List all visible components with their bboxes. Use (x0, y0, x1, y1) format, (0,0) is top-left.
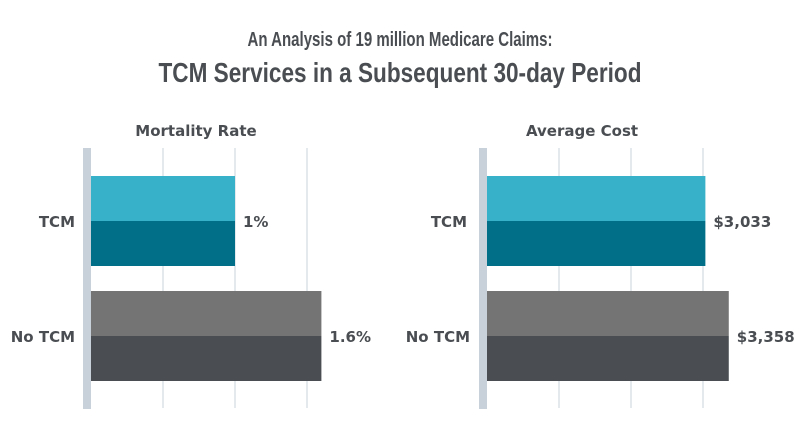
category-label-tcm: TCM (431, 213, 467, 231)
bar-no-tcm-bottom (487, 336, 729, 381)
data-label-tcm: 1% (243, 213, 268, 231)
bar-tcm-bottom (487, 221, 706, 266)
bar-tcm-top (487, 176, 706, 221)
data-label-no-tcm: 1.6% (329, 328, 371, 346)
bar-no-tcm-top (487, 291, 729, 336)
chart-title: Average Cost (526, 122, 638, 140)
y-axis-bar (479, 148, 487, 409)
bar-tcm-top (91, 176, 235, 221)
bar-no-tcm-bottom (91, 336, 322, 381)
title-line-2: TCM Services in a Subsequent 30-day Peri… (159, 57, 642, 88)
average-cost-chart: Average Cost TCM No TCM $3,033 $3,358 (406, 122, 795, 409)
grid-and-bars (479, 148, 729, 409)
chart-title: Mortality Rate (135, 122, 256, 140)
data-label-no-tcm: $3,358 (737, 328, 795, 346)
y-axis-bar (83, 148, 91, 409)
bar-tcm-bottom (91, 221, 235, 266)
category-label-tcm: TCM (39, 213, 75, 231)
category-label-no-tcm: No TCM (11, 328, 75, 346)
grid-and-bars (83, 148, 322, 409)
title-line-1: An Analysis of 19 million Medicare Claim… (248, 29, 553, 51)
bar-no-tcm-top (91, 291, 322, 336)
data-label-tcm: $3,033 (713, 213, 771, 231)
category-label-no-tcm: No TCM (406, 328, 470, 346)
mortality-rate-chart: Mortality Rate TCM No TCM 1% 1.6% (11, 122, 371, 409)
